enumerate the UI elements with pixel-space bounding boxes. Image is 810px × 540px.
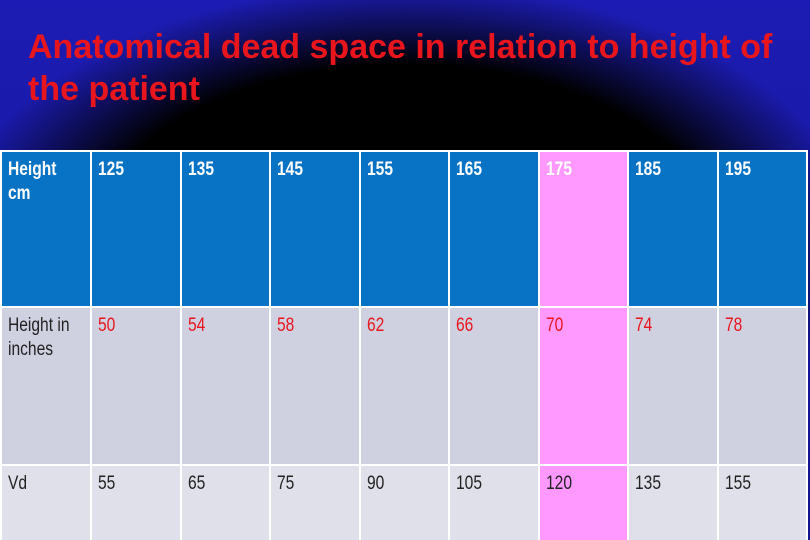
row-label-vd: Vd — [0, 464, 92, 540]
table-cell: 135 — [179, 150, 271, 308]
table-cell-highlighted: 70 — [537, 306, 629, 466]
row-label-height-inches: Height in inches — [0, 306, 92, 466]
cell-text: 120 — [545, 473, 572, 494]
table-cell: 145 — [269, 150, 361, 308]
cell-text: 195 — [724, 159, 751, 180]
table-cell: 65 — [179, 464, 271, 540]
table-cell: 74 — [627, 306, 719, 466]
table-row-height-inches: Height in inches 50 54 58 62 66 70 74 78 — [0, 306, 808, 466]
cell-text: 155 — [366, 159, 393, 180]
cell-text: 58 — [277, 315, 295, 336]
table-cell: 155 — [358, 150, 450, 308]
table-row-vd: Vd 55 65 75 90 105 120 135 155 — [0, 464, 808, 540]
table-cell: 125 — [90, 150, 182, 308]
height-dead-space-table: Height cm 125 135 145 155 165 175 185 19… — [0, 150, 808, 540]
slide-title: Anatomical dead space in relation to hei… — [28, 28, 773, 108]
table-row-height-cm: Height cm 125 135 145 155 165 175 185 19… — [0, 150, 808, 308]
cell-text: 55 — [98, 473, 116, 494]
cell-text: Height cm — [8, 159, 57, 204]
row-label-height-cm: Height cm — [0, 150, 92, 308]
table-cell: 62 — [358, 306, 450, 466]
table-cell: 55 — [90, 464, 182, 540]
cell-text: 135 — [635, 473, 661, 494]
table-cell: 78 — [716, 306, 808, 466]
cell-text: 165 — [456, 159, 482, 180]
cell-text: 65 — [187, 473, 205, 494]
table-cell-highlighted: 120 — [537, 464, 629, 540]
cell-text: 105 — [456, 473, 482, 494]
cell-text: 62 — [366, 315, 384, 336]
cell-text: 54 — [187, 315, 205, 336]
cell-text: 175 — [545, 159, 572, 180]
cell-text: Height in inches — [8, 315, 70, 360]
table-cell: 105 — [448, 464, 540, 540]
cell-text: Vd — [8, 473, 28, 494]
table-cell: 135 — [627, 464, 719, 540]
cell-text: 125 — [98, 159, 124, 180]
cell-text: 90 — [366, 473, 384, 494]
table-cell: 195 — [716, 150, 808, 308]
cell-text: 66 — [456, 315, 474, 336]
cell-text: 50 — [98, 315, 116, 336]
cell-text: 74 — [635, 315, 653, 336]
table-cell: 165 — [448, 150, 540, 308]
table-cell-highlighted: 175 — [537, 150, 629, 308]
table-cell: 75 — [269, 464, 361, 540]
table-cell: 66 — [448, 306, 540, 466]
table-cell: 54 — [179, 306, 271, 466]
cell-text: 75 — [277, 473, 295, 494]
table-cell: 90 — [358, 464, 450, 540]
cell-text: 145 — [277, 159, 303, 180]
cell-text: 185 — [635, 159, 661, 180]
cell-text: 70 — [545, 315, 563, 336]
cell-text: 155 — [724, 473, 751, 494]
cell-text: 135 — [187, 159, 214, 180]
table-cell: 185 — [627, 150, 719, 308]
table-cell: 58 — [269, 306, 361, 466]
table-cell: 155 — [716, 464, 808, 540]
cell-text: 78 — [724, 315, 742, 336]
table-cell: 50 — [90, 306, 182, 466]
